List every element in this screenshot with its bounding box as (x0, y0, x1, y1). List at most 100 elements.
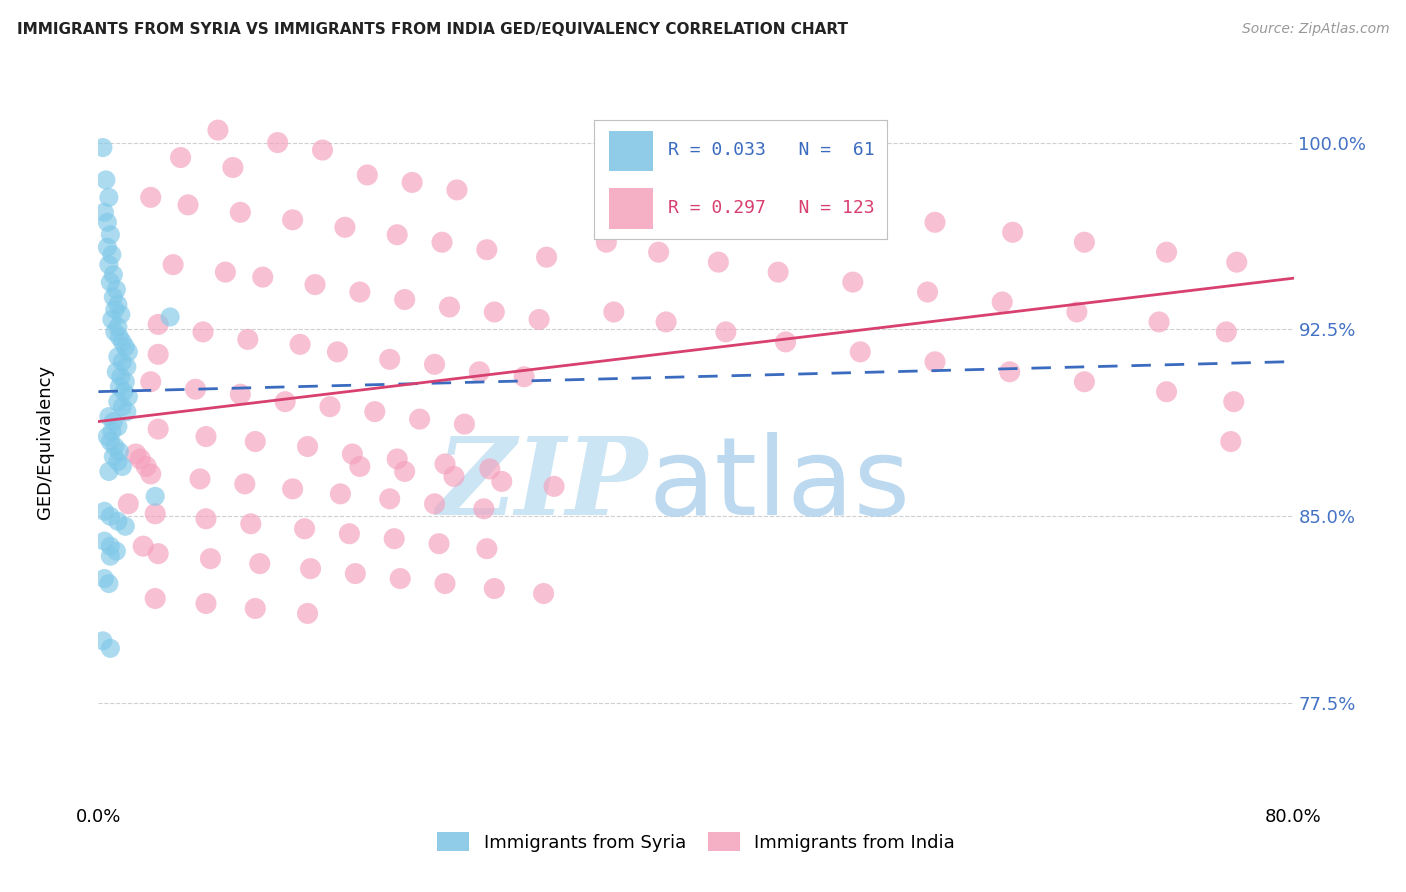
Point (394, 293, 416, 307)
Point (112, 384, 135, 399)
Point (105, 544, 128, 558)
Point (329, 487, 352, 501)
Point (148, 547, 170, 561)
Point (378, 491, 401, 506)
Point (239, 516, 262, 531)
Point (207, 123, 229, 137)
Point (475, 541, 498, 556)
Point (103, 450, 125, 464)
Point (107, 350, 129, 364)
Point (991, 295, 1014, 310)
Point (924, 215, 946, 229)
Point (114, 340, 136, 354)
Point (998, 365, 1021, 379)
Point (543, 479, 565, 493)
Point (110, 308, 132, 322)
Point (98, 549, 122, 563)
Point (91, 633, 114, 648)
Point (468, 365, 491, 379)
Point (117, 497, 139, 511)
Point (443, 469, 465, 483)
Point (115, 359, 138, 374)
Point (195, 512, 218, 526)
Point (364, 404, 387, 418)
Point (97, 409, 120, 424)
Point (491, 475, 513, 489)
Point (249, 557, 271, 571)
Point (267, 136, 290, 150)
Point (849, 205, 872, 219)
Point (111, 334, 134, 349)
Point (93, 534, 115, 549)
Point (139, 190, 162, 204)
Point (143, 489, 166, 503)
Point (107, 514, 129, 528)
Point (117, 344, 139, 359)
Point (117, 390, 139, 404)
Point (453, 417, 475, 431)
Point (148, 318, 170, 332)
Point (97, 190, 120, 204)
Point (385, 227, 409, 242)
Point (281, 482, 304, 496)
Point (1219, 434, 1241, 449)
Point (707, 255, 730, 269)
Point (177, 198, 200, 212)
Point (1073, 235, 1095, 250)
Point (162, 258, 184, 272)
Point (513, 369, 536, 384)
Point (299, 561, 322, 575)
Point (382, 532, 405, 546)
Point (135, 459, 157, 474)
Point (1073, 375, 1095, 389)
Point (98, 434, 122, 449)
Point (115, 404, 138, 418)
Point (132, 539, 155, 553)
Point (114, 519, 136, 533)
Point (714, 325, 737, 339)
Point (110, 369, 132, 384)
Point (423, 497, 446, 511)
Point (103, 268, 125, 282)
Point (125, 447, 148, 461)
Point (439, 300, 461, 314)
Point (98, 227, 122, 242)
Point (91, 140, 114, 154)
Point (143, 591, 166, 606)
Point (536, 250, 558, 264)
Point (245, 434, 267, 449)
Point (108, 330, 131, 344)
Point (711, 186, 734, 200)
Text: atlas: atlas (648, 432, 910, 538)
Point (385, 452, 409, 467)
Point (108, 380, 131, 394)
Point (326, 344, 349, 359)
Point (446, 183, 468, 197)
Point (98, 539, 122, 553)
Point (148, 347, 170, 361)
Point (214, 265, 236, 279)
Point (191, 325, 214, 339)
Point (229, 205, 252, 219)
Point (924, 355, 946, 369)
Point (148, 422, 170, 436)
Point (652, 176, 675, 190)
Point (655, 315, 678, 329)
Point (297, 440, 319, 454)
Point (104, 325, 127, 339)
Point (195, 429, 218, 443)
Point (229, 387, 252, 401)
Point (394, 465, 416, 479)
Point (139, 467, 162, 481)
Point (98, 509, 122, 524)
Point (252, 270, 274, 285)
Point (849, 344, 872, 359)
Point (222, 161, 245, 175)
Point (97, 465, 120, 479)
Point (93, 572, 115, 586)
Point (423, 357, 446, 371)
Point (103, 290, 125, 304)
Point (378, 352, 401, 367)
Point (103, 415, 125, 429)
Point (188, 472, 211, 486)
